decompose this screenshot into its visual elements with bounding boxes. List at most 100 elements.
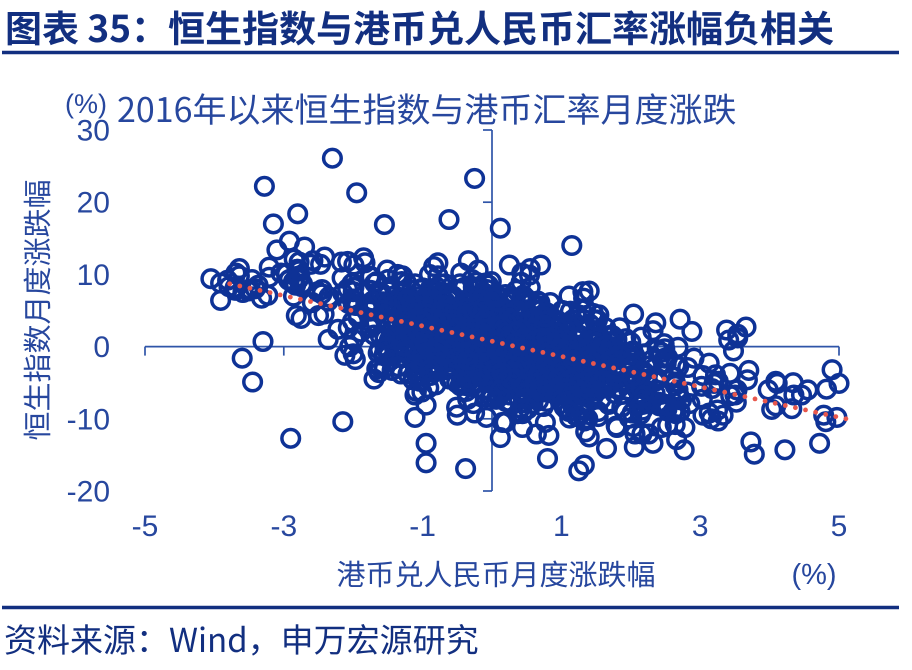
y-tick-labels: 30 20 10 0 -10 -20: [67, 115, 110, 509]
scatter-point: [506, 320, 528, 342]
trendline-dot: [843, 416, 849, 422]
scatter-point: [363, 368, 385, 390]
scatter-point: [287, 203, 309, 225]
scatter-point: [486, 339, 508, 361]
scatter-point: [538, 424, 560, 446]
scatter-point: [578, 426, 600, 448]
trendline-dot: [550, 352, 556, 357]
scatter-point: [679, 393, 701, 415]
scatter-point: [394, 290, 416, 312]
scatter-point: [548, 367, 570, 389]
trendline-dot: [611, 365, 616, 371]
scatter-point: [258, 256, 280, 278]
scatter-point: [337, 278, 359, 300]
y-tick-label: 20: [77, 187, 110, 220]
trendline-dot: [621, 367, 627, 373]
scatter-point: [561, 234, 583, 257]
y-axis-unit: (%): [65, 89, 107, 119]
scatter-point: [373, 214, 395, 236]
scatter-point: [650, 362, 672, 384]
scatter-point: [630, 326, 652, 348]
scatter-point: [511, 403, 534, 425]
scatter-point: [341, 272, 364, 294]
scatter-point: [644, 382, 666, 405]
trendline-dot: [237, 283, 243, 289]
trendline-dot: [641, 372, 647, 377]
trendline-dot: [813, 409, 818, 415]
x-tick-label: -3: [270, 510, 297, 543]
y-tick-label: 10: [77, 259, 110, 292]
scatter-point: [228, 258, 250, 280]
scatter-point: [327, 318, 349, 340]
trendline-dot: [328, 303, 334, 309]
scatter-point: [620, 331, 642, 353]
x-tick-label: 5: [831, 510, 848, 543]
trendline-dot: [772, 400, 778, 406]
trendline-dot: [732, 392, 738, 397]
trendline-dot: [661, 376, 667, 382]
scatter-point: [294, 236, 316, 258]
trendline-dot: [782, 403, 788, 408]
x-tick-label: 1: [553, 510, 570, 543]
scatter-point: [464, 167, 486, 189]
scatter-point: [491, 411, 513, 433]
scatter-point: [623, 303, 645, 325]
scatter-point: [562, 396, 584, 418]
trendline-dot: [530, 347, 536, 353]
scatter-point: [253, 175, 275, 197]
scatter-point: [719, 362, 741, 384]
trendline-dot: [439, 327, 445, 333]
scatter-point: [536, 447, 559, 470]
trendline-dot: [692, 383, 697, 388]
trendline-dot: [762, 398, 768, 404]
scatter-point: [418, 377, 440, 399]
trendline-dot: [227, 281, 233, 287]
scatter-point: [821, 359, 843, 381]
trendline-dot: [651, 374, 657, 380]
scatter-point: [262, 213, 284, 235]
source-note-glyphs: [5, 624, 478, 656]
trendline-dot: [399, 319, 404, 324]
scatter-point: [716, 319, 738, 341]
scatter-point: [390, 363, 412, 385]
y-tick-label: 0: [93, 331, 110, 364]
trendline-dot: [388, 316, 394, 322]
trendline-dot: [429, 325, 435, 331]
trendline-dot: [489, 338, 495, 344]
scatter-point: [727, 323, 749, 345]
trendline-dot: [298, 296, 303, 302]
y-tick-label: 30: [77, 115, 110, 148]
scatter-point: [518, 264, 541, 286]
y-axis-label-glyphs: [23, 180, 51, 440]
scatter-point: [505, 332, 527, 354]
scatter-point: [570, 299, 593, 321]
scatter-point: [593, 354, 615, 376]
scatter-point: [568, 326, 590, 348]
scatter-point: [310, 253, 332, 275]
scatter-point: [650, 416, 672, 439]
scatter-point: [473, 335, 495, 357]
scatter-point: [200, 268, 222, 290]
trendline-dot: [318, 301, 323, 307]
trendline-dot: [803, 407, 808, 413]
scatter-point: [657, 395, 679, 417]
trendline-dot: [449, 330, 455, 335]
scatter-point: [407, 322, 429, 344]
trendline-dot: [793, 405, 798, 411]
trendline-dot: [752, 396, 758, 402]
scatter-point: [743, 443, 765, 465]
scatter-point: [346, 182, 368, 204]
scatter-point: [630, 393, 652, 415]
chart-title-glyphs: [118, 93, 736, 125]
trendline-dot: [671, 378, 677, 384]
scatter-point: [446, 347, 468, 369]
scatter-point: [242, 371, 264, 393]
trendline-dot: [257, 288, 263, 293]
trendline-dot: [479, 336, 485, 342]
trendline-dot: [469, 334, 475, 340]
scatter-point: [608, 377, 630, 399]
x-tick-label: 3: [692, 510, 709, 543]
trendline-dot: [510, 343, 515, 349]
